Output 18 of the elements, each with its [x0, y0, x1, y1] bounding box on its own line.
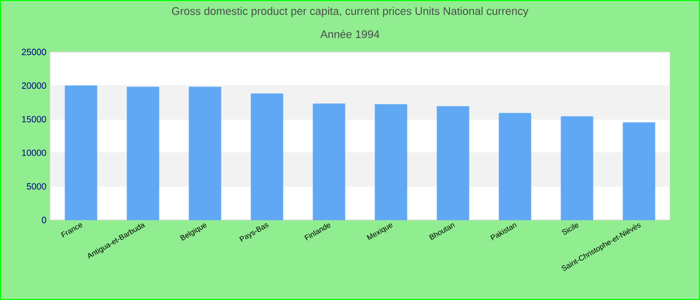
bar — [436, 106, 470, 220]
bar — [188, 86, 222, 220]
y-tick-label: 0 — [42, 216, 46, 224]
y-tick-label: 20000 — [22, 82, 46, 89]
bar — [498, 112, 532, 220]
bar — [622, 122, 656, 220]
y-tick-label: 25000 — [22, 48, 46, 56]
bar — [250, 93, 284, 220]
y-tick-label: 10000 — [22, 150, 46, 156]
bar — [126, 86, 160, 220]
chart-title: Gross domestic product per capita, current prices Units National currency — [172, 6, 528, 18]
bar — [374, 104, 408, 220]
bar — [64, 85, 98, 220]
bar — [312, 104, 346, 220]
y-tick-label: 15000 — [22, 116, 46, 122]
bar — [560, 116, 594, 220]
y-tick-label: 5000 — [26, 183, 46, 190]
chart-subtitle: Année 1994 — [320, 30, 380, 38]
